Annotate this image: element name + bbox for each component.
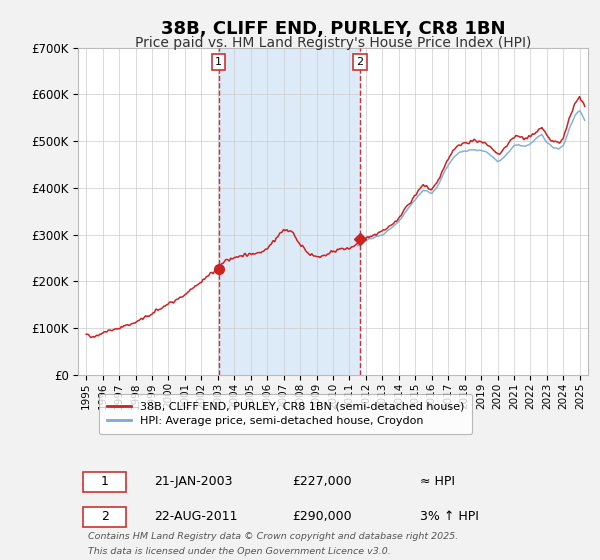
- Text: This data is licensed under the Open Government Licence v3.0.: This data is licensed under the Open Gov…: [88, 547, 391, 556]
- Text: £227,000: £227,000: [292, 475, 352, 488]
- Text: 1: 1: [215, 57, 222, 67]
- Text: 2: 2: [356, 57, 364, 67]
- Text: 22-AUG-2011: 22-AUG-2011: [155, 510, 238, 523]
- Bar: [218, 48, 360, 375]
- Text: 21-JAN-2003: 21-JAN-2003: [155, 475, 233, 488]
- Text: Contains HM Land Registry data © Crown copyright and database right 2025.: Contains HM Land Registry data © Crown c…: [88, 532, 458, 541]
- Text: £290,000: £290,000: [292, 510, 352, 523]
- FancyBboxPatch shape: [83, 507, 127, 527]
- Text: ≈ HPI: ≈ HPI: [420, 475, 455, 488]
- Text: Price paid vs. HM Land Registry's House Price Index (HPI): Price paid vs. HM Land Registry's House …: [135, 36, 531, 50]
- Text: 38B, CLIFF END, PURLEY, CR8 1BN: 38B, CLIFF END, PURLEY, CR8 1BN: [161, 20, 505, 38]
- Text: 1: 1: [101, 475, 109, 488]
- Text: 3% ↑ HPI: 3% ↑ HPI: [420, 510, 479, 523]
- FancyBboxPatch shape: [83, 472, 127, 492]
- Legend: 38B, CLIFF END, PURLEY, CR8 1BN (semi-detached house), HPI: Average price, semi-: 38B, CLIFF END, PURLEY, CR8 1BN (semi-de…: [99, 394, 472, 434]
- Text: 2: 2: [101, 510, 109, 523]
